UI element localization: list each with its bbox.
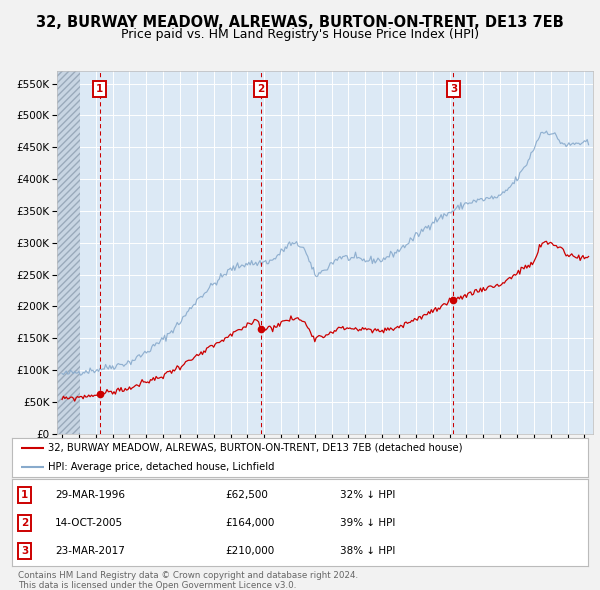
Text: £62,500: £62,500 bbox=[225, 490, 268, 500]
Text: 23-MAR-2017: 23-MAR-2017 bbox=[55, 546, 125, 556]
Text: Contains HM Land Registry data © Crown copyright and database right 2024.
This d: Contains HM Land Registry data © Crown c… bbox=[18, 571, 358, 590]
Text: 3: 3 bbox=[450, 84, 457, 94]
Text: 1: 1 bbox=[21, 490, 28, 500]
Text: 2: 2 bbox=[257, 84, 265, 94]
Text: 3: 3 bbox=[21, 546, 28, 556]
Text: 39% ↓ HPI: 39% ↓ HPI bbox=[340, 518, 395, 527]
Text: 14-OCT-2005: 14-OCT-2005 bbox=[55, 518, 124, 527]
Text: 38% ↓ HPI: 38% ↓ HPI bbox=[340, 546, 395, 556]
Text: 29-MAR-1996: 29-MAR-1996 bbox=[55, 490, 125, 500]
Text: £164,000: £164,000 bbox=[225, 518, 274, 527]
Text: 32% ↓ HPI: 32% ↓ HPI bbox=[340, 490, 395, 500]
Text: 32, BURWAY MEADOW, ALREWAS, BURTON-ON-TRENT, DE13 7EB: 32, BURWAY MEADOW, ALREWAS, BURTON-ON-TR… bbox=[36, 15, 564, 30]
Bar bbox=[57, 71, 80, 434]
Text: Price paid vs. HM Land Registry's House Price Index (HPI): Price paid vs. HM Land Registry's House … bbox=[121, 28, 479, 41]
Text: 2: 2 bbox=[21, 518, 28, 527]
Text: HPI: Average price, detached house, Lichfield: HPI: Average price, detached house, Lich… bbox=[48, 462, 274, 472]
Text: £210,000: £210,000 bbox=[225, 546, 274, 556]
Text: 1: 1 bbox=[96, 84, 103, 94]
Text: 32, BURWAY MEADOW, ALREWAS, BURTON-ON-TRENT, DE13 7EB (detached house): 32, BURWAY MEADOW, ALREWAS, BURTON-ON-TR… bbox=[48, 443, 462, 453]
